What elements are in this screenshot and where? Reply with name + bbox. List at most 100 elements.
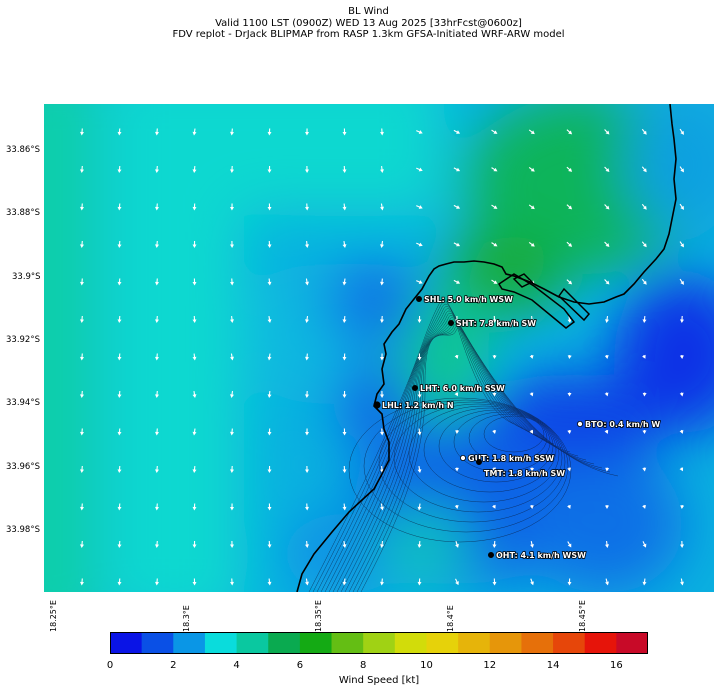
wind-arrow [155,503,159,511]
wind-arrow [641,241,647,248]
wind-arrow [417,353,422,361]
wind-arrow [192,278,197,286]
wind-arrow [342,240,347,248]
wind-arrow [453,242,461,247]
wind-arrow [117,353,122,361]
station-marker-gut[interactable] [459,454,466,461]
wind-arrow [604,392,609,397]
station-label-gut: GUT: 1.8 km/h SSW [468,454,554,463]
station-marker-shl[interactable] [415,295,422,302]
wind-arrow [642,578,647,586]
wind-arrow [566,166,573,172]
wind-arrow [528,129,535,135]
contour-line [438,409,554,483]
wind-arrow [80,315,84,323]
wind-arrow [679,354,684,359]
station-marker-oht[interactable] [487,551,494,558]
wind-arrow [267,503,272,511]
wind-arrow [529,429,533,434]
wind-arrow [230,390,234,398]
colorbar-tick-label: 10 [420,660,433,671]
lon-label: 18.25°E [49,600,58,632]
station-marker-lht[interactable] [411,384,418,391]
wind-arrow [455,315,459,323]
station-label-oht: OHT: 4.1 km/h WSW [496,551,586,560]
wind-arrow [604,429,609,434]
wind-arrow [492,392,497,397]
wind-arrow [380,278,384,286]
wind-arrow [342,503,347,511]
wind-arrow [155,165,159,173]
wind-arrow [192,540,197,548]
wind-arrow [604,166,610,173]
wind-arrow [492,315,497,323]
wind-arrow [680,540,684,548]
wind-arrow [605,540,609,548]
wind-arrow [530,467,535,472]
colorbar-label: Wind Speed [kt] [338,675,420,686]
wind-map[interactable]: SHL: 5.0 km/h WSW SHT: 7.8 km/h SW LHT: 6.… [44,104,714,592]
wind-arrow [192,165,197,173]
station-label-tmt: TMT: 1.8 km/h SW [484,469,565,478]
colorbar-tick-label: 2 [170,660,177,671]
wind-arrow [529,392,534,397]
contour-line [328,310,555,592]
wind-arrow [117,503,122,511]
station-marker-sht[interactable] [447,319,454,326]
wind-arrow [342,278,347,286]
wind-arrow [530,578,534,586]
wind-arrow [380,203,384,211]
wind-arrow [453,204,461,209]
contour-line [336,315,571,592]
lat-label: 33.9°S [12,272,41,282]
wind-arrow [342,353,347,361]
wind-arrow [679,392,684,397]
coastline [296,104,677,592]
station-marker-lhl[interactable] [373,401,381,409]
wind-arrow [380,315,384,323]
wind-arrow [679,241,684,248]
contour-line [332,313,563,592]
colorbar-cell [110,632,143,654]
wind-arrow [380,428,384,436]
wind-arrow [380,128,384,136]
lon-label: 18.3°E [182,605,191,632]
wind-arrow [80,465,84,473]
wind-arrow [416,242,423,247]
wind-arrow [417,578,422,586]
wind-arrow [567,541,572,548]
wind-arrow [529,504,534,509]
wind-arrow [567,315,572,323]
wind-arrow [192,390,197,398]
contour-line [348,397,572,543]
wind-arrow [605,467,610,472]
wind-arrow [80,503,84,511]
contour-line [453,411,551,473]
station-marker-bto[interactable] [577,420,584,427]
wind-arrow [566,241,573,247]
wind-arrow [492,429,497,434]
wind-speed-colorbar [110,632,648,654]
wind-arrow [491,204,498,209]
wind-arrow [117,390,122,398]
lat-label: 33.98°S [6,525,40,535]
contour-line [360,328,619,592]
wind-arrow [380,165,384,173]
wind-arrow [342,315,347,323]
wind-arrow [80,353,84,361]
wind-arrow [267,578,272,586]
station-marker-tmt[interactable] [475,458,482,465]
contour-line [348,321,595,592]
wind-arrow [567,392,572,397]
wind-arrow [380,390,384,398]
wind-arrow [642,541,647,548]
wind-arrow [192,203,197,211]
contour-line [423,407,557,493]
colorbar-cell [521,632,554,654]
wind-arrow [567,429,572,434]
wind-arrow [679,429,684,434]
wind-arrow [305,390,309,398]
wind-arrow [192,428,197,436]
wind-arrow [117,128,122,136]
station-label-lhl: LHL: 1.2 km/h N [382,401,454,410]
